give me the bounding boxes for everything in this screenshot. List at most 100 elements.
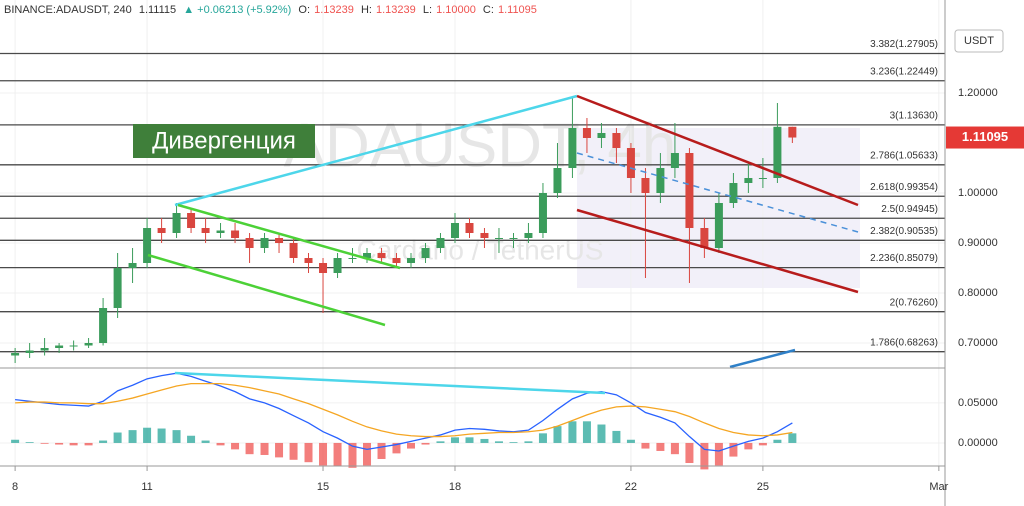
candle-body: [172, 213, 181, 233]
macd-histogram-bar: [538, 433, 547, 443]
candle-body: [231, 230, 240, 238]
annotation-box: [133, 124, 315, 158]
candle-body: [333, 258, 342, 273]
candle-body: [55, 345, 64, 348]
candle-body: [568, 128, 577, 168]
candle-body: [744, 178, 753, 183]
macd-histogram-bar: [641, 442, 650, 449]
channel-midline: [576, 152, 859, 233]
candle-body: [275, 238, 284, 243]
macd-histogram-bar: [714, 442, 723, 466]
candle-body: [494, 238, 503, 239]
candle-body: [245, 238, 254, 248]
fib-label: 1.786(0.68263): [870, 337, 938, 348]
candle-body: [480, 233, 489, 238]
y-tick-label: 0.00000: [958, 437, 998, 449]
macd-histogram-bar: [363, 442, 372, 466]
macd-histogram-bar: [685, 442, 694, 463]
macd-histogram-bar: [275, 442, 284, 458]
high: 1.13239: [376, 4, 416, 16]
fib-label: 3.236(1.22449): [870, 66, 938, 77]
macd-histogram-bar: [494, 441, 503, 443]
trendline: [174, 94, 578, 207]
fib-label: 2.382(0.90535): [870, 226, 938, 237]
macd-histogram-bar: [319, 442, 328, 466]
candle-body: [187, 213, 196, 228]
candle-body: [11, 353, 20, 356]
macd-histogram-bar: [450, 437, 459, 443]
macd-histogram-bar: [11, 439, 20, 443]
x-tick-label: 11: [141, 481, 152, 493]
candle-body: [729, 183, 738, 203]
macd-histogram-bar: [187, 435, 196, 443]
y-tick-label: 1.00000: [958, 187, 998, 199]
macd-histogram-bar: [480, 438, 489, 443]
candle-body: [421, 248, 430, 258]
o-label: O:: [298, 4, 310, 16]
candle-body: [641, 178, 650, 193]
macd-histogram-bar: [260, 442, 269, 455]
candle-body: [25, 350, 34, 353]
macd-histogram-bar: [553, 426, 562, 443]
candle-body: [788, 126, 797, 138]
candle-body: [304, 258, 313, 263]
drawings: [147, 94, 859, 395]
currency-button[interactable]: [954, 29, 1004, 53]
candle-body: [40, 348, 49, 351]
candle-body: [392, 258, 401, 263]
macd-line: [15, 382, 793, 438]
candle-body: [363, 253, 372, 258]
macd-histogram-bar: [289, 442, 298, 460]
candle-body: [656, 168, 665, 193]
candle-body: [436, 238, 445, 248]
low: 1.10000: [436, 4, 476, 16]
candle-body: [289, 243, 298, 258]
macd-histogram-bar: [568, 421, 577, 443]
macd-histogram-bar: [69, 442, 78, 446]
x-tick-label: 18: [449, 481, 461, 493]
candle-body: [84, 343, 93, 346]
candle-body: [319, 263, 328, 273]
x-tick-label: 15: [317, 481, 329, 493]
macd-histogram-bar: [758, 442, 767, 446]
macd-histogram-bar: [201, 440, 210, 443]
macd-histogram-bar: [670, 442, 679, 455]
macd-histogram-bar: [406, 442, 415, 449]
macd-histogram-bar: [172, 430, 181, 443]
c-label: C:: [483, 4, 494, 16]
macd-histogram-bar: [84, 442, 93, 446]
macd-histogram-bar: [626, 439, 635, 443]
macd-histogram-bar: [128, 430, 137, 443]
candle-body: [685, 153, 694, 228]
macd-histogram-bar: [509, 442, 518, 443]
macd-histogram-bar: [700, 442, 709, 470]
candle-body: [348, 258, 357, 259]
x-tick-label: Mar: [929, 481, 948, 493]
candle-body: [377, 253, 386, 258]
candle-body: [69, 345, 78, 347]
candle-body: [773, 126, 782, 178]
trendline: [174, 371, 606, 395]
macd-histogram-bar: [377, 442, 386, 459]
macd-histogram-bar: [612, 430, 621, 443]
macd-histogram-bar: [55, 442, 64, 445]
macd-histogram-bar: [348, 442, 357, 468]
fib-label: 2(0.76260): [890, 297, 938, 308]
fib-label: 3.382(1.27905): [870, 39, 938, 50]
candle-body: [201, 228, 210, 233]
macd-line: [15, 372, 793, 452]
y-tick-label: 0.90000: [958, 237, 998, 249]
macd-histogram-bar: [231, 442, 240, 450]
macd-histogram-bar: [392, 442, 401, 454]
candle-body: [128, 263, 137, 268]
candle-body: [143, 228, 152, 263]
macd-histogram-bar: [421, 442, 430, 445]
y-tick-label: 1.20000: [958, 87, 998, 99]
channel-line: [576, 94, 859, 207]
macd-histogram-bar: [113, 432, 122, 443]
candle-body: [260, 238, 269, 248]
macd-histogram-bar: [304, 442, 313, 463]
macd-histogram-bar: [729, 442, 738, 457]
currency[interactable]: USDT: [964, 35, 994, 47]
